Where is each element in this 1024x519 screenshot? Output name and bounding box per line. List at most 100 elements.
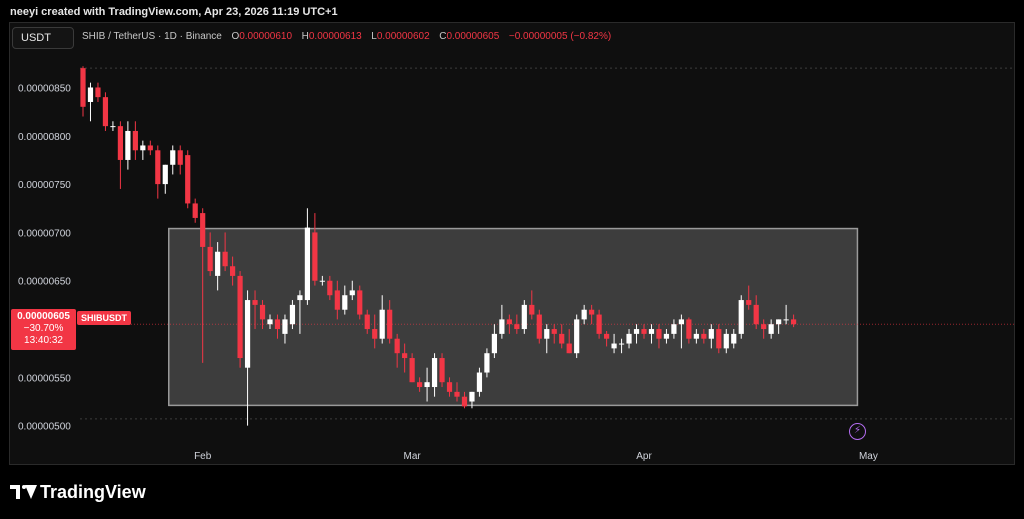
candle-38[interactable]	[364, 309, 370, 334]
candle-33[interactable]	[327, 275, 333, 301]
candle-20[interactable]	[230, 256, 236, 286]
candle-51[interactable]	[461, 391, 468, 409]
candle-67[interactable]	[581, 304, 587, 325]
candle-85[interactable]	[716, 324, 722, 354]
candle-19[interactable]	[222, 232, 228, 272]
candle-5[interactable]	[117, 121, 123, 189]
candle-27[interactable]	[282, 314, 288, 344]
candle-41[interactable]	[387, 300, 393, 344]
candle-11[interactable]	[162, 164, 168, 194]
candle-21[interactable]	[237, 271, 243, 368]
candle-18[interactable]	[215, 242, 221, 291]
candle-80[interactable]	[678, 314, 684, 349]
candle-22[interactable]	[244, 290, 251, 426]
candle-44[interactable]	[409, 353, 415, 383]
candle-61[interactable]	[536, 309, 542, 344]
candle-82[interactable]	[693, 329, 699, 344]
candle-32[interactable]	[319, 275, 325, 286]
candle-62[interactable]	[544, 324, 550, 354]
candle-81[interactable]	[686, 317, 692, 344]
candle-10[interactable]	[155, 145, 161, 199]
candle-40[interactable]	[379, 295, 385, 344]
candle-75[interactable]	[641, 324, 647, 339]
candle-23[interactable]	[252, 290, 258, 330]
candle-52[interactable]	[469, 391, 475, 409]
quote-currency-selector[interactable]: USDT	[12, 27, 74, 49]
candle-2[interactable]	[95, 82, 101, 102]
candle-body	[244, 300, 251, 368]
candle-72[interactable]	[618, 338, 625, 354]
candle-30[interactable]	[304, 208, 310, 305]
candle-31[interactable]	[312, 213, 318, 286]
candle-70[interactable]	[604, 330, 610, 347]
candle-88[interactable]	[738, 295, 744, 339]
candle-68[interactable]	[589, 304, 595, 325]
candle-15[interactable]	[192, 198, 198, 223]
candle-1[interactable]	[87, 82, 94, 122]
candle-42[interactable]	[394, 333, 400, 368]
candle-63[interactable]	[551, 324, 557, 344]
candle-6[interactable]	[125, 121, 131, 170]
candle-48[interactable]	[439, 353, 445, 388]
candle-7[interactable]	[132, 121, 138, 160]
candle-39[interactable]	[372, 314, 378, 349]
candle-28[interactable]	[289, 300, 296, 330]
candle-95[interactable]	[791, 314, 797, 328]
candle-17[interactable]	[207, 232, 213, 276]
candle-58[interactable]	[514, 314, 520, 334]
candle-66[interactable]	[574, 314, 580, 359]
candle-13[interactable]	[177, 145, 183, 175]
candle-92[interactable]	[768, 319, 774, 339]
candle-93[interactable]	[776, 319, 782, 334]
candle-49[interactable]	[446, 377, 453, 397]
candle-84[interactable]	[708, 324, 714, 349]
candle-53[interactable]	[476, 367, 483, 397]
candle-76[interactable]	[648, 324, 655, 344]
candle-60[interactable]	[529, 290, 535, 320]
candle-90[interactable]	[753, 295, 759, 330]
candle-50[interactable]	[454, 382, 460, 402]
candle-35[interactable]	[342, 285, 348, 315]
candle-16[interactable]	[200, 208, 206, 363]
candle-78[interactable]	[663, 329, 670, 344]
candle-79[interactable]	[671, 319, 677, 339]
candle-8[interactable]	[140, 140, 146, 160]
candle-55[interactable]	[491, 324, 497, 359]
candle-74[interactable]	[633, 324, 640, 344]
candle-46[interactable]	[424, 367, 430, 402]
candle-25[interactable]	[267, 314, 273, 330]
candle-9[interactable]	[147, 140, 153, 156]
candle-14[interactable]	[185, 150, 191, 209]
candle-69[interactable]	[596, 309, 602, 339]
candle-59[interactable]	[521, 300, 527, 334]
candle-65[interactable]	[566, 329, 572, 354]
candle-37[interactable]	[357, 285, 363, 320]
candle-4[interactable]	[110, 121, 116, 131]
candle-91[interactable]	[761, 319, 767, 339]
candle-94[interactable]	[783, 304, 789, 325]
candle-83[interactable]	[701, 329, 707, 344]
candle-56[interactable]	[499, 304, 505, 339]
candle-3[interactable]	[102, 92, 109, 131]
candle-43[interactable]	[402, 343, 408, 373]
candle-36[interactable]	[349, 280, 355, 301]
lightning-icon[interactable]: ⚡	[849, 423, 866, 440]
candle-64[interactable]	[559, 324, 565, 349]
candle-34[interactable]	[334, 280, 340, 320]
candle-54[interactable]	[484, 348, 490, 378]
candle-47[interactable]	[431, 353, 438, 397]
candle-89[interactable]	[746, 285, 752, 310]
candle-71[interactable]	[611, 333, 617, 354]
candle-77[interactable]	[656, 324, 662, 349]
candle-26[interactable]	[274, 314, 281, 339]
candle-0[interactable]	[80, 66, 86, 117]
candle-86[interactable]	[723, 329, 729, 354]
candle-12[interactable]	[170, 145, 176, 175]
candle-45[interactable]	[417, 377, 423, 392]
candle-73[interactable]	[626, 329, 632, 349]
candle-24[interactable]	[259, 300, 266, 330]
candle-57[interactable]	[506, 314, 512, 334]
candle-87[interactable]	[731, 329, 737, 349]
candle-29[interactable]	[297, 290, 303, 334]
